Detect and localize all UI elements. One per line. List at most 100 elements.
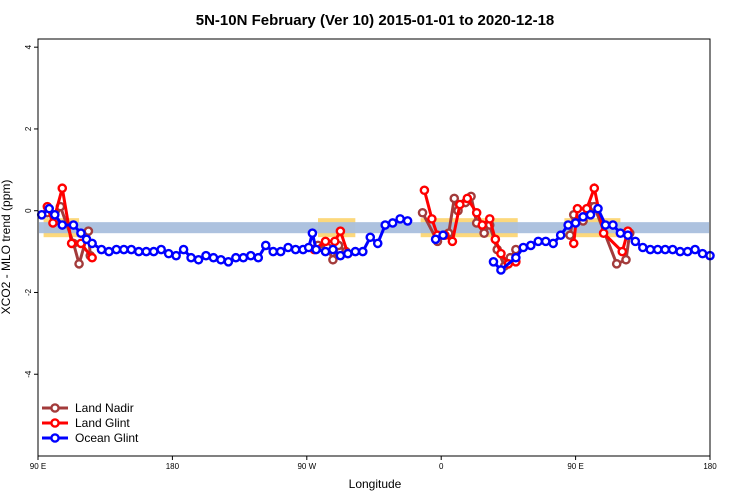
y-tick-label: -2	[24, 288, 33, 296]
data-point	[104, 246, 114, 257]
data-point	[311, 244, 321, 255]
legend-marker	[50, 418, 60, 428]
data-point	[365, 232, 376, 243]
data-point	[66, 238, 77, 249]
data-point	[417, 207, 428, 218]
data-point	[208, 252, 219, 263]
data-point	[682, 246, 693, 257]
data-point	[471, 207, 482, 218]
x-tick-label: 90 E	[30, 462, 46, 471]
data-point	[511, 252, 521, 263]
x-tick-label: 0	[439, 462, 444, 471]
data-point	[335, 226, 346, 236]
data-point	[455, 199, 465, 210]
data-point	[690, 244, 700, 255]
data-point	[477, 220, 488, 230]
data-point	[238, 252, 249, 263]
x-tick-label: 180	[166, 462, 180, 471]
reference-band	[39, 222, 709, 234]
legend-marker	[50, 433, 60, 443]
data-point	[163, 248, 174, 259]
data-point	[57, 220, 68, 230]
data-point	[565, 230, 575, 241]
data-point	[50, 209, 60, 220]
x-tick-label: 180	[703, 462, 717, 471]
legend-marker	[50, 403, 60, 413]
data-point	[87, 252, 97, 263]
data-point	[496, 248, 506, 259]
data-point	[307, 228, 318, 238]
series-land-glint	[42, 182, 633, 269]
plot-frame	[37, 38, 711, 457]
data-point	[430, 234, 441, 245]
data-point	[667, 244, 678, 255]
data-point	[223, 257, 234, 267]
data-point	[555, 230, 566, 241]
data-point	[44, 203, 55, 214]
data-point	[133, 246, 144, 257]
data-point	[395, 214, 405, 224]
data-point	[68, 220, 79, 230]
data-point	[268, 246, 279, 257]
data-point	[328, 254, 338, 265]
data-point	[231, 252, 241, 263]
data-point	[141, 246, 152, 257]
data-point	[201, 250, 211, 261]
data-point	[260, 240, 271, 251]
y-tick-label: 2	[24, 126, 33, 131]
data-point	[119, 244, 129, 255]
series-layer	[36, 182, 715, 275]
data-point	[350, 246, 361, 257]
data-point	[402, 216, 413, 226]
data-point	[126, 244, 137, 255]
data-point	[526, 240, 536, 251]
x-tick-label: 90 W	[297, 462, 316, 471]
data-point	[178, 244, 189, 255]
data-point	[438, 230, 448, 241]
data-point	[303, 242, 314, 253]
data-point	[568, 238, 579, 249]
data-point	[216, 254, 226, 265]
data-point	[76, 228, 86, 238]
data-point	[615, 228, 626, 238]
plot-area	[36, 182, 715, 275]
chart-title: 5N-10N February (Ver 10) 2015-01-01 to 2…	[196, 12, 555, 29]
legend-label: Land Glint	[75, 416, 130, 430]
data-point	[496, 265, 506, 275]
data-point	[484, 214, 495, 224]
data-point	[427, 214, 437, 224]
data-point	[329, 236, 340, 247]
data-point	[171, 250, 181, 261]
data-point	[611, 259, 622, 269]
data-point	[320, 246, 331, 257]
data-point	[245, 250, 256, 261]
data-point	[660, 244, 671, 255]
data-point	[275, 246, 286, 257]
data-point	[600, 220, 611, 230]
data-point	[623, 230, 633, 241]
data-point	[283, 242, 293, 253]
data-point	[479, 228, 489, 238]
x-axis-label: Longitude	[349, 477, 402, 491]
data-point	[419, 185, 430, 196]
data-point	[48, 218, 58, 228]
data-point	[290, 244, 301, 255]
legend-label: Ocean Glint	[75, 431, 139, 445]
data-point	[253, 252, 264, 263]
data-point	[357, 246, 368, 257]
data-point	[57, 183, 68, 194]
x-axis: 90 E 180 90 W 0 90 E 180	[30, 456, 717, 471]
data-point	[186, 252, 196, 263]
data-point	[645, 244, 656, 255]
data-point	[387, 218, 398, 228]
data-point	[540, 236, 551, 247]
data-point	[638, 242, 648, 253]
data-point	[156, 244, 166, 255]
data-point	[593, 203, 603, 214]
data-point	[335, 250, 346, 261]
data-point	[490, 234, 501, 245]
data-point	[193, 254, 204, 265]
legend-label: Land Nadir	[75, 401, 134, 415]
